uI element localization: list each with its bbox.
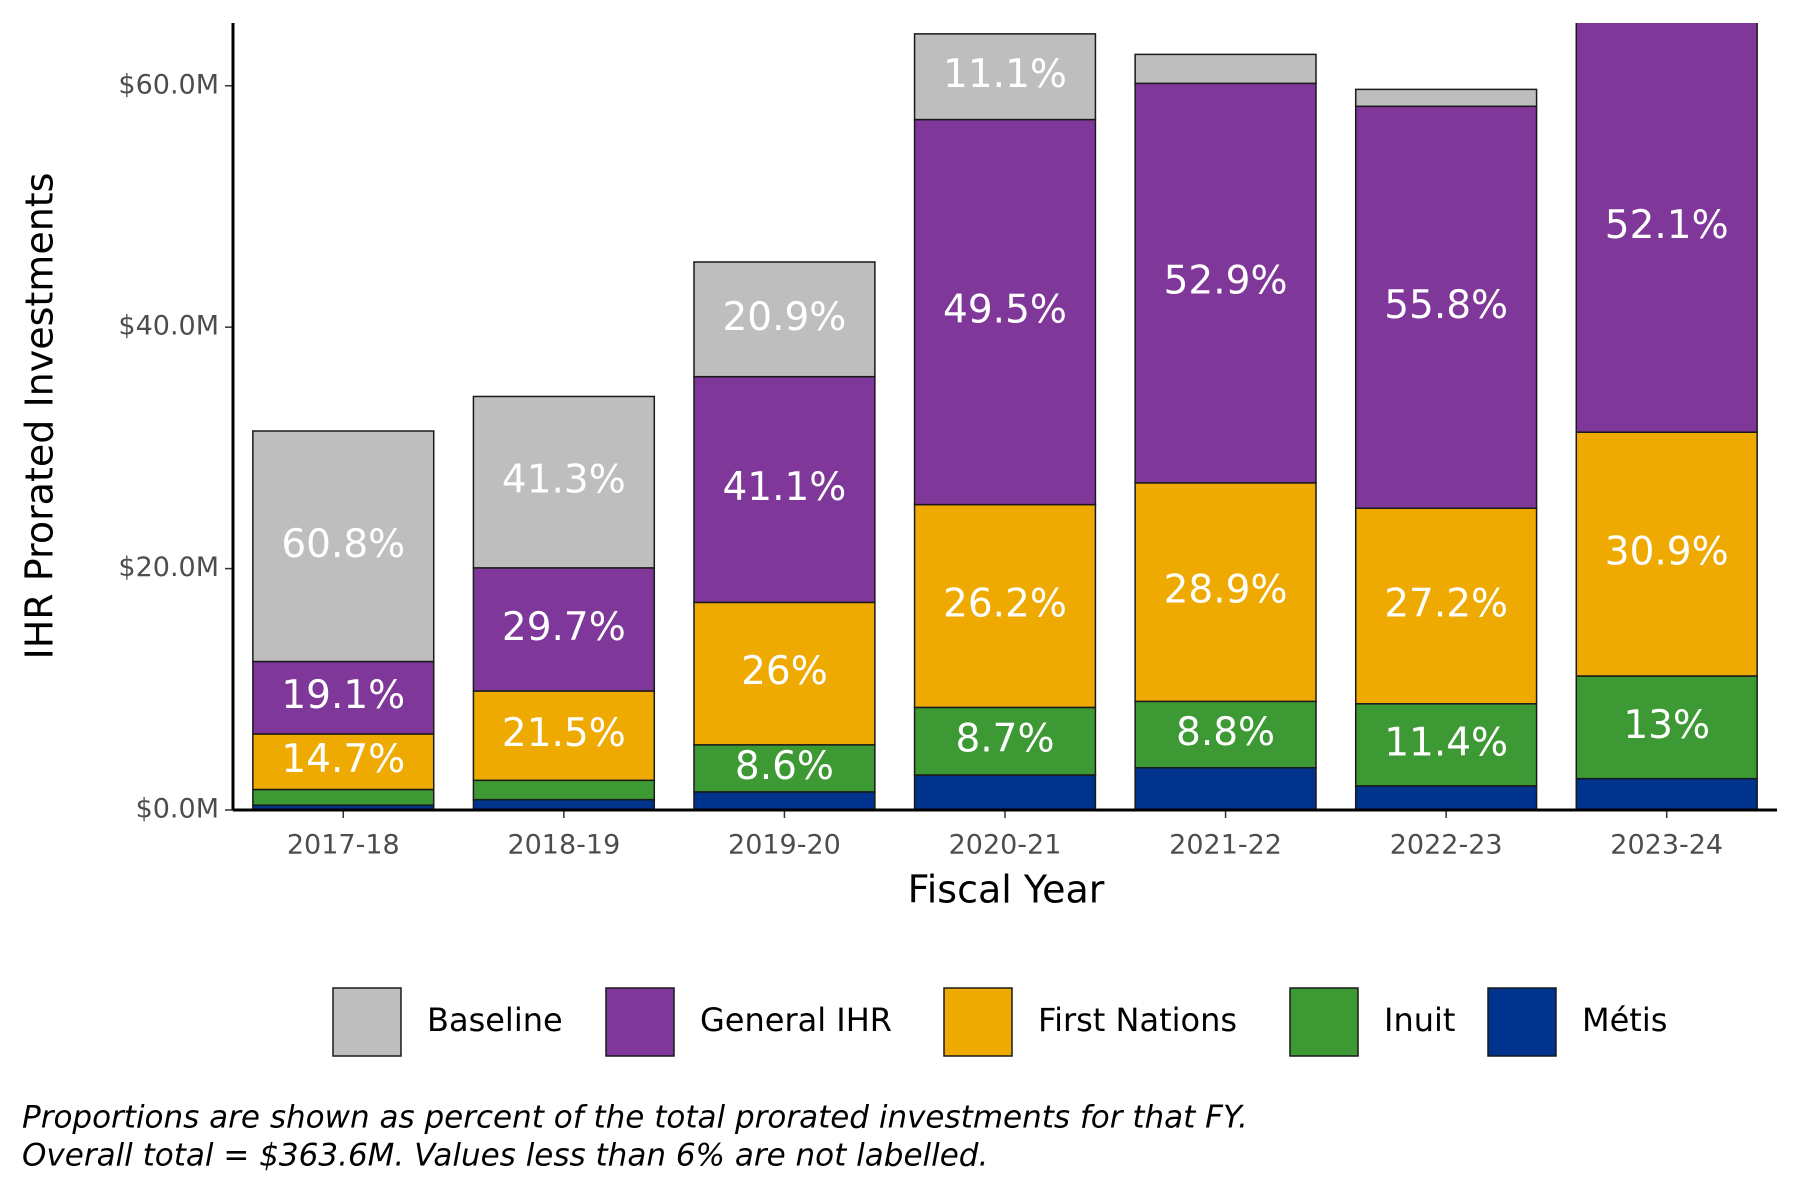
segment-label: 60.8% (281, 522, 405, 567)
x-tick-label: 2022-23 (1390, 830, 1503, 861)
bar-segment (913, 774, 1097, 811)
bar-segment (913, 706, 1097, 776)
segment-label: 8.6% (735, 744, 834, 789)
x-tick-label: 2019-20 (728, 830, 841, 861)
legend-key (605, 987, 675, 1057)
legend-key (1289, 987, 1359, 1057)
bar-segment (693, 744, 876, 793)
bar-segment (1354, 105, 1538, 509)
bar-segment (913, 118, 1097, 506)
segment-label: 27.2% (1384, 582, 1508, 627)
segment-label: 11.1% (943, 52, 1067, 97)
legend-label: General IHR (700, 1001, 892, 1039)
bar-segment (472, 779, 656, 801)
y-tick-label: $20.0M (118, 552, 219, 583)
segment-label: 52.9% (1164, 259, 1288, 304)
segment-label: 20.9% (722, 295, 846, 340)
segment-label: 13% (1623, 703, 1710, 748)
x-tick-label: 2023-24 (1610, 830, 1723, 861)
y-tick-label: $60.0M (118, 69, 219, 100)
segment-label: 29.7% (502, 605, 626, 650)
segment-label: 28.9% (1164, 568, 1288, 613)
legend-key (1487, 987, 1557, 1057)
bar-segment (252, 788, 435, 806)
bar-segment (913, 503, 1097, 709)
segment-label: 11.4% (1384, 720, 1508, 765)
bar-segment (472, 395, 656, 569)
segment-label: 52.1% (1605, 203, 1729, 248)
segment-label: 41.3% (502, 458, 626, 503)
bar-segment (1575, 23, 1758, 433)
segment-label: 8.8% (1176, 710, 1275, 755)
segment-label: 41.1% (722, 465, 846, 510)
segment-label: 49.5% (943, 288, 1067, 333)
bar-segment (252, 733, 435, 791)
segment-label: 21.5% (502, 711, 626, 756)
y-tick-label: $40.0M (118, 311, 219, 342)
bar-segment (472, 798, 656, 811)
bar-segment (1134, 700, 1317, 769)
segment-label: 19.1% (281, 673, 405, 718)
caption: Proportions are shown as percent of the … (22, 1100, 1248, 1136)
legend-label: First Nations (1038, 1001, 1237, 1039)
bar-segment (693, 791, 876, 811)
legend-label: Baseline (427, 1001, 563, 1039)
bars (252, 23, 1758, 811)
segment-label: 14.7% (281, 737, 405, 782)
bar-segment (1354, 88, 1538, 108)
segment-label: 8.7% (955, 717, 1054, 762)
bar-segment (1575, 431, 1758, 677)
y-axis-title: IHR Prorated Investments (18, 173, 62, 660)
bar-segment (252, 430, 435, 663)
x-axis-title: Fiscal Year (908, 868, 1105, 912)
bar-segment (1134, 767, 1317, 811)
legend-key (943, 987, 1013, 1057)
bar-segment (1134, 482, 1317, 703)
segment-label: 55.8% (1384, 283, 1508, 328)
x-tick-label: 2018-19 (507, 830, 620, 861)
bar-segment (693, 375, 876, 604)
legend-label: Inuit (1384, 1001, 1455, 1039)
bar-segment (913, 33, 1097, 121)
bar-segment (693, 261, 876, 378)
x-tick-label: 2021-22 (1169, 830, 1282, 861)
x-tick-label: 2020-21 (949, 830, 1062, 861)
x-tick-label: 2017-18 (287, 830, 400, 861)
segment-label: 26.2% (943, 582, 1067, 627)
legend-key (332, 987, 402, 1057)
bar-segment (1134, 53, 1317, 85)
bar-segment (1134, 82, 1317, 484)
bar-segment (252, 660, 435, 735)
bar-segment (1575, 777, 1758, 811)
bar-segment (472, 690, 656, 782)
bar-segment (1354, 703, 1538, 787)
bar-segment (693, 601, 876, 746)
segment-label: 30.9% (1605, 530, 1729, 575)
legend-label: Métis (1582, 1001, 1667, 1039)
segment-label: 26% (741, 649, 828, 694)
y-tick-label: $0.0M (136, 794, 219, 825)
caption: Overall total = $363.6M. Values less tha… (22, 1138, 988, 1174)
bar-segment (1575, 675, 1758, 780)
bar-segment (1354, 785, 1538, 811)
